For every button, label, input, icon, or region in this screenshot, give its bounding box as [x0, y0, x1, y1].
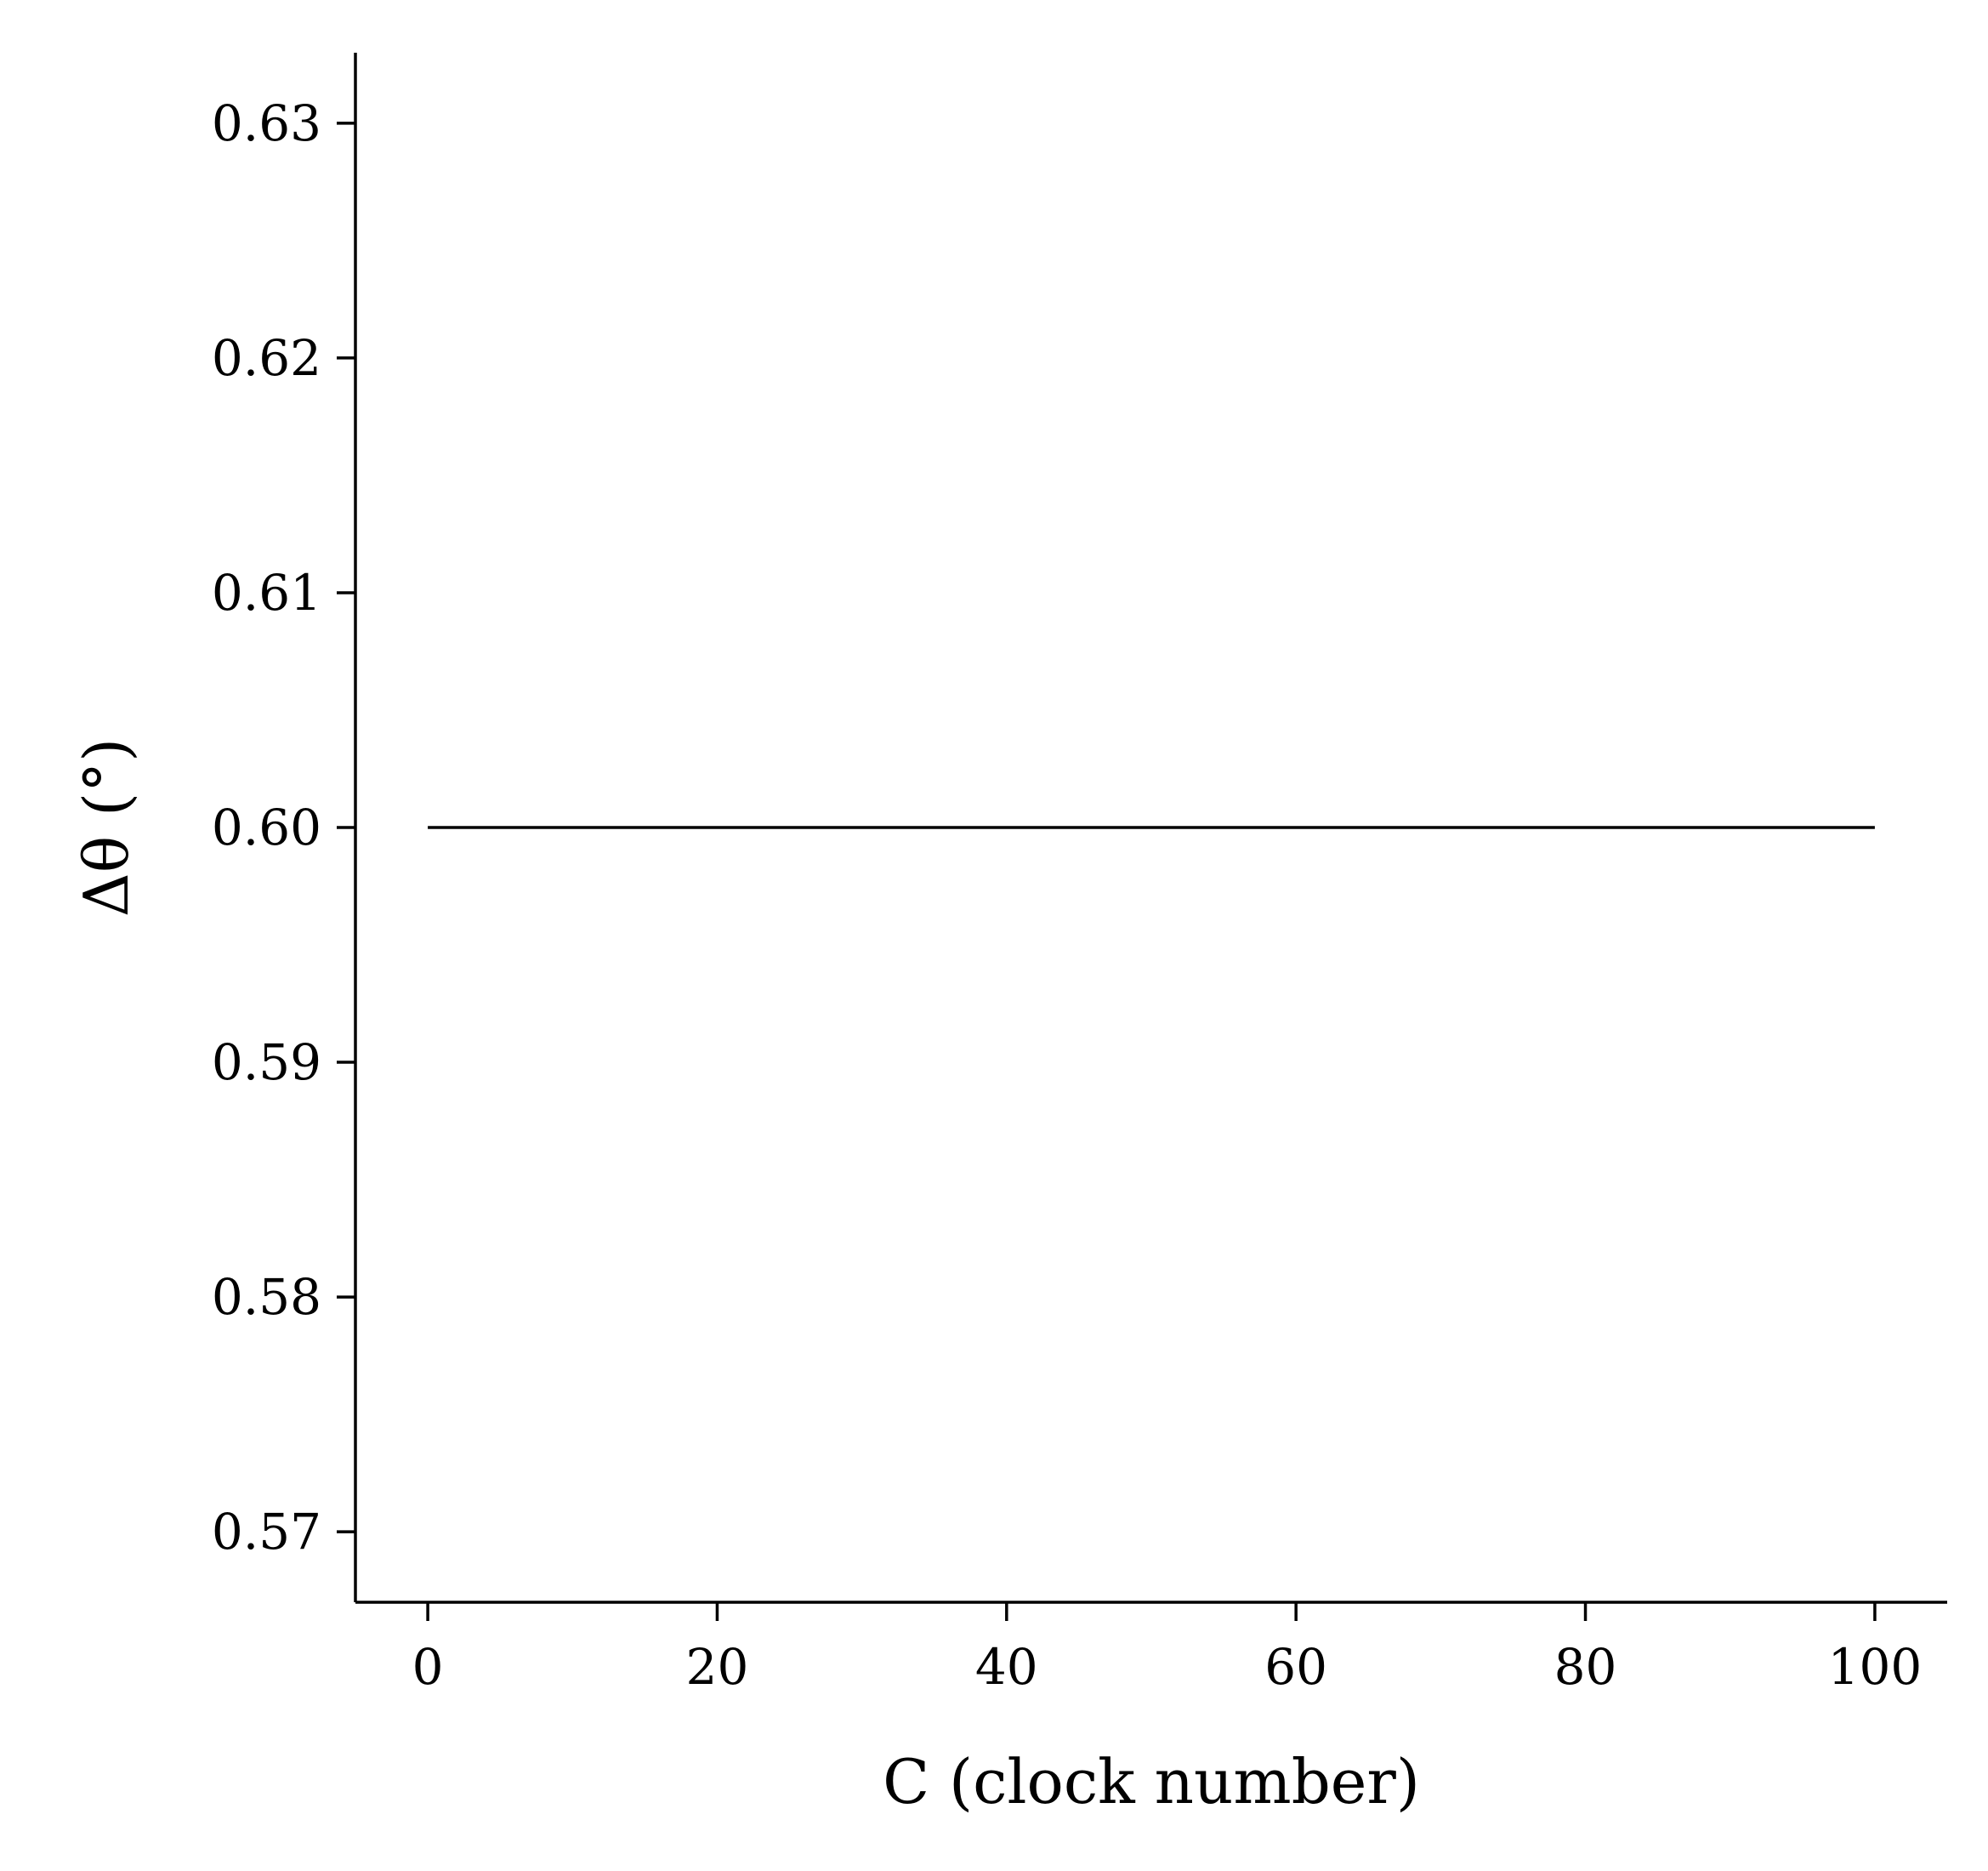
x-axis-ticks: 0 20 40 60 80 100: [412, 1602, 1923, 1696]
x-tick-label: 20: [686, 1638, 749, 1696]
x-tick-label: 60: [1264, 1638, 1327, 1696]
x-tick-label: 0: [412, 1638, 444, 1696]
x-tick-label: 80: [1554, 1638, 1617, 1696]
x-tick-label: 40: [975, 1638, 1038, 1696]
y-tick-label: 0.62: [212, 329, 321, 387]
y-tick-label: 0.60: [212, 799, 321, 856]
x-axis-title: C (clock number): [883, 1746, 1420, 1817]
y-tick-label: 0.57: [212, 1503, 321, 1561]
y-axis-ticks: 0.57 0.58 0.59 0.60 0.61 0.62 0.63: [212, 94, 355, 1561]
y-axis-title: Δθ (°): [71, 738, 142, 917]
y-tick-label: 0.58: [212, 1268, 321, 1326]
x-tick-label: 100: [1828, 1638, 1923, 1696]
y-tick-label: 0.61: [212, 564, 321, 622]
y-tick-label: 0.59: [212, 1033, 321, 1091]
y-tick-label: 0.63: [212, 94, 321, 152]
